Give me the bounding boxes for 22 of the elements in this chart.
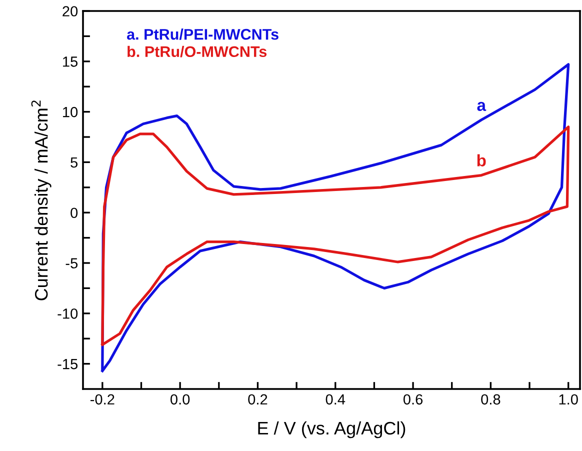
y-tick-label: -15 [58, 359, 78, 370]
y-tick-label: 5 [70, 157, 78, 168]
x-tick-label: 0.6 [403, 394, 423, 405]
x-tick-label: -0.2 [90, 394, 114, 405]
text: a. PtRu/PEI-MWCNTs [127, 28, 278, 40]
x-axis-title: E / V (vs. Ag/AgCl) [258, 421, 406, 438]
y-tick-label: -10 [58, 308, 78, 319]
y-tick-label: 0 [70, 208, 78, 218]
annotation: a [477, 102, 486, 112]
y-tick-label: 15 [63, 56, 78, 67]
y-tick-label: 20 [62, 6, 78, 16]
x-tick-label: 0.2 [248, 394, 268, 405]
text: b. PtRu/O-MWCNTs [128, 46, 267, 58]
y-tick-label: -5 [66, 258, 78, 268]
x-tick-label: 0.4 [326, 394, 346, 405]
x-tick-label: 0.8 [481, 394, 500, 405]
y-tick-label: 10 [63, 106, 78, 118]
y-axis-title: Current density / mA/cm$^{2}$ [31, 100, 52, 300]
annotation: b [477, 154, 486, 166]
x-tick-label: 0.0 [170, 394, 190, 405]
line-series [101, 126, 570, 346]
x-tick-label: 1.0 [559, 394, 578, 405]
